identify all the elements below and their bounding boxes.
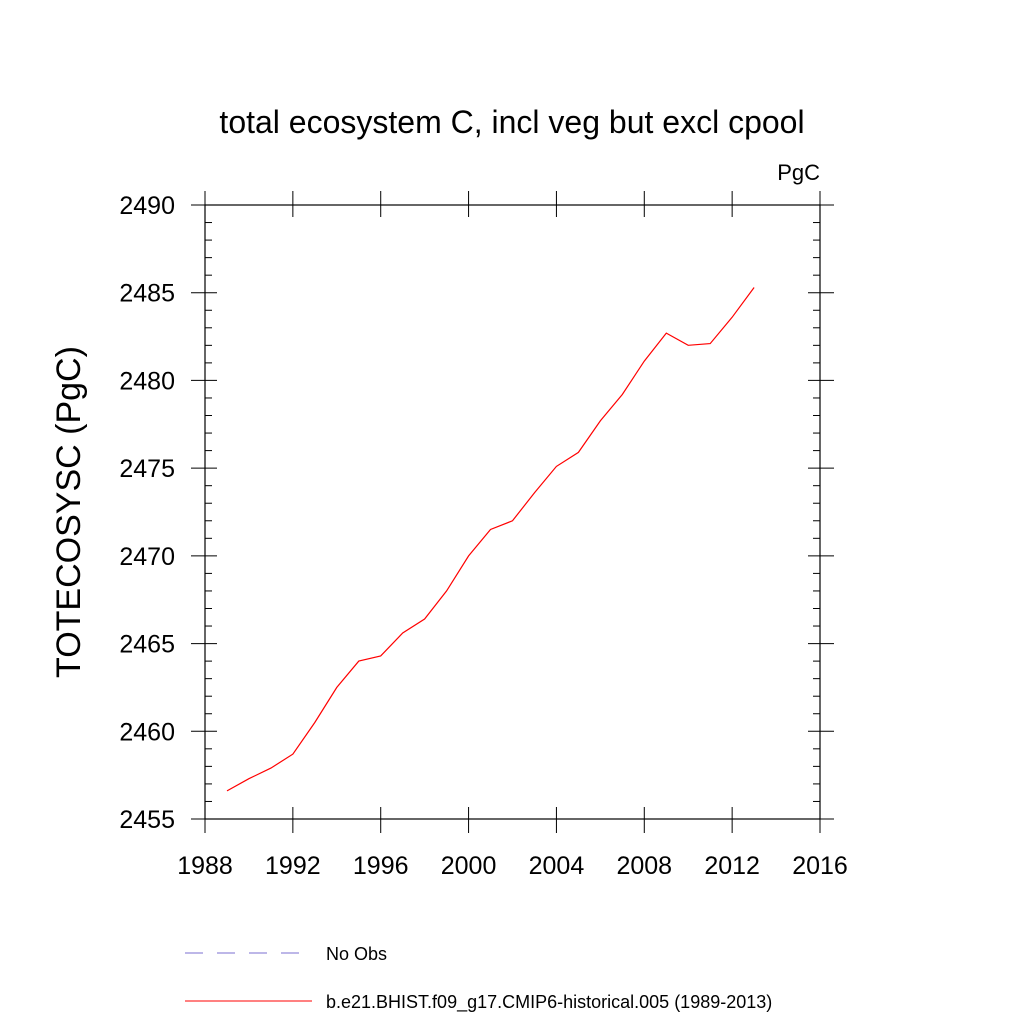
y-tick-label: 2455 [119,806,175,834]
y-tick-label: 2470 [119,543,175,571]
legend-label-model-run: b.e21.BHIST.f09_g17.CMIP6-historical.005… [326,992,772,1013]
x-tick-label: 2004 [529,852,585,880]
minor-ticks [205,222,820,802]
x-tick-label: 2012 [704,852,760,880]
x-tick-label: 1992 [265,852,321,880]
legend: No Obs b.e21.BHIST.f09_g17.CMIP6-histori… [185,944,772,1013]
y-tick-label: 2480 [119,367,175,395]
y-axis-label: TOTECOSYSC (PgC) [50,346,88,678]
plot-frame [204,204,821,820]
series-layer [226,287,755,792]
units-label: PgC [777,160,820,185]
y-tick-label: 2475 [119,455,175,483]
y-tick-label: 2485 [119,280,175,308]
y-tick-labels: 2455 2460 2465 2470 2475 2480 2485 2490 [119,192,175,834]
chart-title: total ecosystem C, incl veg but excl cpo… [219,104,804,140]
x-tick-label: 1996 [353,852,409,880]
y-tick-label: 2460 [119,718,175,746]
x-tick-label: 1988 [177,852,233,880]
x-tick-label: 2000 [441,852,497,880]
y-tick-label: 2490 [119,192,175,220]
x-tick-label: 2016 [792,852,848,880]
x-tick-labels: 1988 1992 1996 2000 2004 2008 2012 2016 [177,852,848,880]
y-tick-label: 2465 [119,631,175,659]
x-tick-label: 2008 [616,852,672,880]
series-line [226,287,755,792]
legend-label-no-obs: No Obs [326,944,387,964]
major-ticks [191,191,834,833]
